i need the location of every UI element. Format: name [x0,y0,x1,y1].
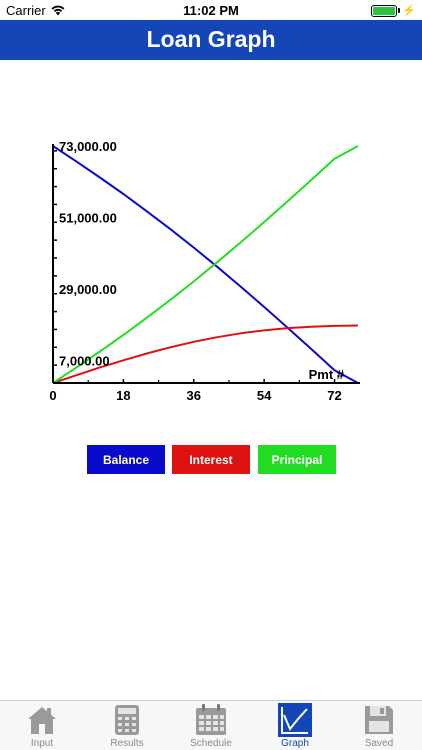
legend-interest-button[interactable]: Interest [172,445,250,474]
series-line-interest [52,324,359,384]
x-tick-label: 72 [327,388,341,403]
tab-label: Schedule [190,738,232,749]
tab-bar: Input Results Schedule [0,700,422,750]
tab-saved[interactable]: Saved [349,701,409,750]
series-line-principal [52,145,359,384]
status-bar: Carrier 11:02 PM ⚡ [0,0,422,20]
tab-label: Saved [364,738,394,749]
loan-graph-chart: 7,000.00 29,000.00 51,000.00 73,000.00 0 18 3… [49,139,360,403]
wifi-icon [51,5,65,16]
series-line-balance [52,145,359,384]
status-time: 11:02 PM [183,3,239,18]
x-axis-label: Pmt # [309,367,345,382]
x-tick-label: 36 [187,388,201,403]
status-right: ⚡ [371,4,416,17]
battery-cap [398,8,401,13]
x-tick-label: 54 [257,388,272,403]
y-tick-label: 7,000.00 [59,353,110,368]
y-tick-label: 73,000.00 [59,139,117,154]
status-left: Carrier [6,3,65,18]
plot-lines [52,145,359,384]
y-tick-labels: 7,000.00 29,000.00 51,000.00 73,000.00 [59,139,117,368]
house-icon [28,707,56,734]
floppy-disk-icon [365,706,393,734]
tab-label: Input [30,738,54,749]
x-tick-label: 18 [116,388,130,403]
tab-graph[interactable]: Graph [265,701,325,750]
carrier-label: Carrier [6,3,46,18]
x-tick-labels: 0 18 36 54 72 [49,388,341,403]
y-tick-label: 29,000.00 [59,282,117,297]
tab-label: Graph [281,738,309,749]
charging-bolt-icon: ⚡ [402,5,416,17]
calculator-icon [115,705,139,735]
y-minor-ticks [53,150,57,366]
calendar-icon [196,704,226,735]
legend-principal-button[interactable]: Principal [258,445,336,474]
tab-schedule[interactable]: Schedule [181,701,241,750]
page-title: Loan Graph [146,26,276,52]
tab-input[interactable]: Input [12,701,72,750]
tab-label: Results [110,738,144,749]
chart-legend: Balance Interest Principal [0,445,422,474]
nav-header: Loan Graph [0,20,422,60]
x-tick-label: 0 [49,388,56,403]
legend-balance-button[interactable]: Balance [87,445,165,474]
x-ticks [52,379,336,383]
battery-icon [371,4,398,17]
tab-results[interactable]: Results [97,701,157,750]
y-tick-label: 51,000.00 [59,210,117,225]
graph-icon [278,703,312,737]
